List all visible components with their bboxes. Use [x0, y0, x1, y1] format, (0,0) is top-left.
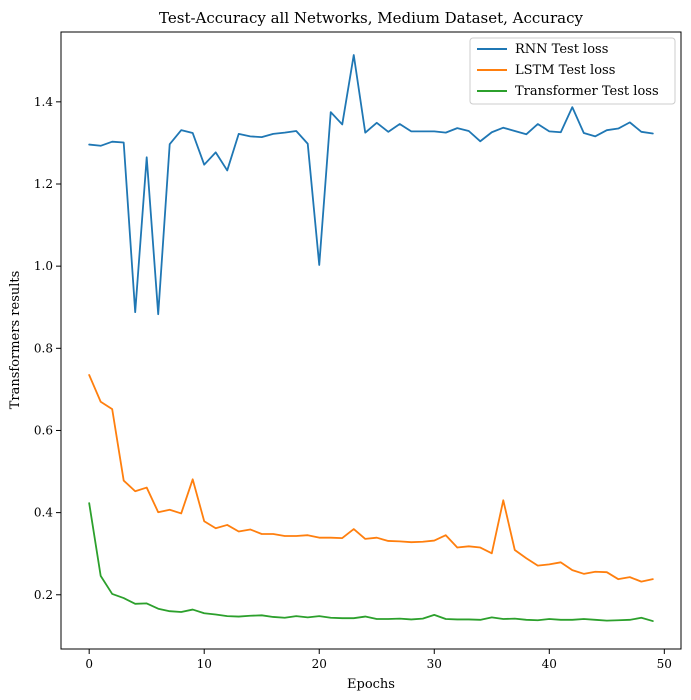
x-tick-label: 50 [657, 657, 672, 671]
x-axis-label: Epochs [347, 677, 395, 692]
y-tick-label: 1.2 [34, 177, 53, 191]
series-line-0 [88, 54, 654, 316]
x-tick-label: 40 [542, 657, 557, 671]
plot-area: 0 10 20 30 40 50 0.2 0.4 0.6 0.8 1.0 1.2 1.4 [34, 31, 682, 671]
legend-box [469, 37, 676, 105]
legend-label-0: RNN Test loss [515, 42, 608, 57]
y-tick-label: 0.2 [34, 588, 53, 602]
x-tick-label: 10 [197, 657, 212, 671]
y-axis: 0.2 0.4 0.6 0.8 1.0 1.2 1.4 [34, 95, 61, 602]
plot-frame [60, 31, 682, 650]
chart-title: Test-Accuracy all Networks, Medium Datas… [159, 9, 583, 27]
legend-label-2: Transformer Test loss [515, 84, 659, 99]
series-line-1 [88, 374, 654, 583]
legend: RNN Test loss LSTM Test loss Transformer T… [469, 37, 676, 105]
legend-items: RNN Test loss LSTM Test loss Transformer T… [477, 42, 659, 99]
x-tick-label: 30 [427, 657, 442, 671]
legend-label-1: LSTM Test loss [515, 63, 615, 78]
y-tick-label: 0.4 [34, 506, 53, 520]
y-tick-label: 1.0 [34, 259, 53, 273]
x-tick-label: 20 [312, 657, 327, 671]
y-tick-label: 1.4 [34, 95, 53, 109]
x-axis: 0 10 20 30 40 50 [85, 649, 672, 671]
y-tick-label: 0.8 [34, 341, 53, 355]
series-line-2 [88, 502, 654, 622]
x-tick-label: 0 [85, 657, 93, 671]
series-lines [88, 54, 654, 622]
y-axis-label: Transformers results [8, 271, 23, 410]
y-tick-label: 0.6 [34, 423, 53, 437]
